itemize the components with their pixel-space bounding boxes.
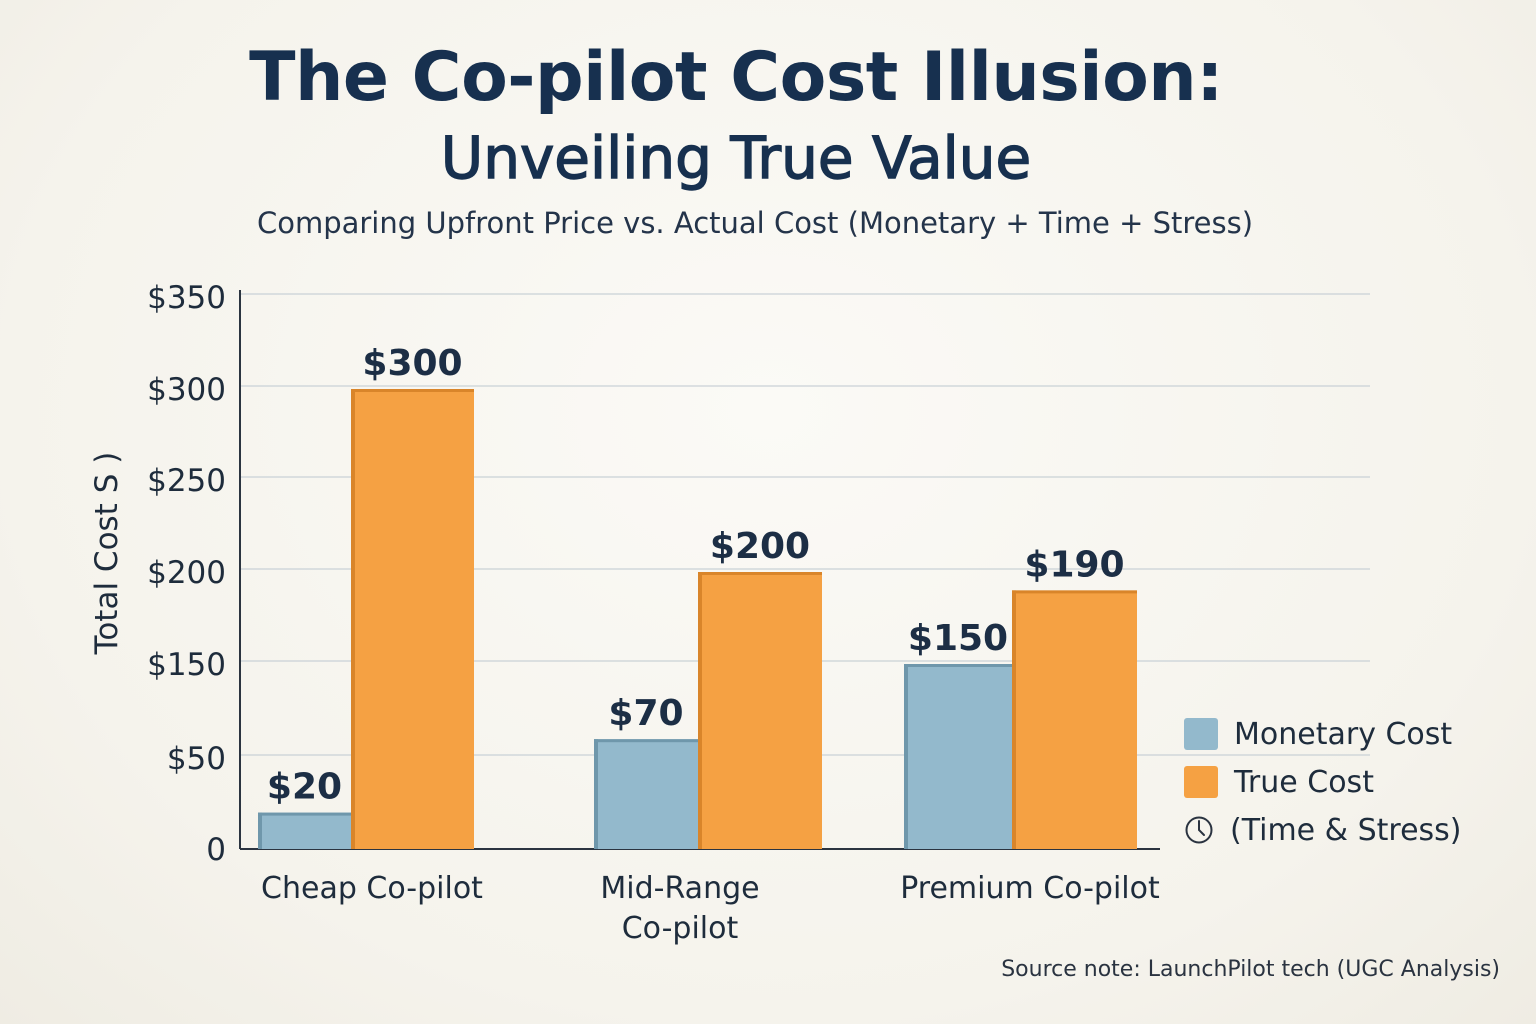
data-label: $200	[710, 526, 810, 567]
bar-monetary	[904, 664, 1012, 849]
bar-top	[698, 572, 822, 575]
x-tick-label: Co-pilot	[622, 911, 739, 946]
bar-edge	[904, 664, 908, 849]
y-tick-label: 0	[206, 832, 226, 868]
x-tick-label: Cheap Co-pilot	[261, 871, 483, 906]
bar-true-cost	[1012, 590, 1137, 849]
bar-edge	[698, 572, 702, 849]
source-note: Source note: LaunchPilot tech (UGC Analy…	[1001, 957, 1500, 982]
chart-title-line-2: Unveiling True Value	[440, 123, 1032, 192]
chart-title: The Co-pilot Cost Illusion:	[249, 38, 1223, 117]
bar-edge	[258, 812, 262, 849]
data-label: $190	[1024, 544, 1124, 585]
bar-true-cost	[698, 572, 822, 849]
legend-item-true-cost: True Cost	[1184, 758, 1514, 806]
bar-edge	[594, 739, 598, 849]
bar-monetary	[594, 739, 698, 849]
y-tick-label: $250	[147, 463, 226, 499]
bar-top	[351, 389, 474, 392]
bar-top	[904, 664, 1012, 667]
data-label: $300	[362, 343, 462, 384]
legend-item-monetary: Monetary Cost	[1184, 710, 1514, 758]
bar-top	[1012, 590, 1137, 594]
legend-item-note: (Time & Stress)	[1184, 806, 1514, 854]
y-tick-label: $350	[147, 280, 226, 316]
bar-monetary	[258, 812, 351, 849]
legend-swatch-monetary	[1184, 718, 1218, 750]
legend: Monetary Cost True Cost (Time & Stress)	[1184, 710, 1514, 854]
bar-true-cost	[351, 389, 474, 849]
y-tick-label: $150	[147, 647, 226, 683]
x-tick-label: Mid-Range	[600, 871, 759, 906]
bar-top	[594, 739, 698, 743]
chart-subtitle: Comparing Upfront Price vs. Actual Cost …	[256, 206, 1254, 240]
y-tick-label: $300	[147, 372, 226, 408]
y-axis-label: Total Cost S )	[89, 452, 125, 656]
data-label: $20	[267, 767, 342, 808]
x-tick-label: Premium Co-pilot	[900, 871, 1160, 906]
bar-edge	[351, 389, 355, 849]
y-tick-label: $50	[167, 741, 226, 777]
data-label: $150	[908, 618, 1008, 659]
clock-icon	[1185, 816, 1213, 844]
legend-label-note: (Time & Stress)	[1230, 812, 1462, 848]
bar-edge	[1012, 590, 1016, 849]
data-label: $70	[608, 693, 683, 734]
y-tick-label: $200	[147, 555, 226, 591]
legend-label-true-cost: True Cost	[1234, 764, 1374, 800]
legend-swatch-true-cost	[1184, 766, 1218, 798]
bar-top	[258, 812, 351, 816]
legend-label-monetary: Monetary Cost	[1234, 716, 1453, 752]
